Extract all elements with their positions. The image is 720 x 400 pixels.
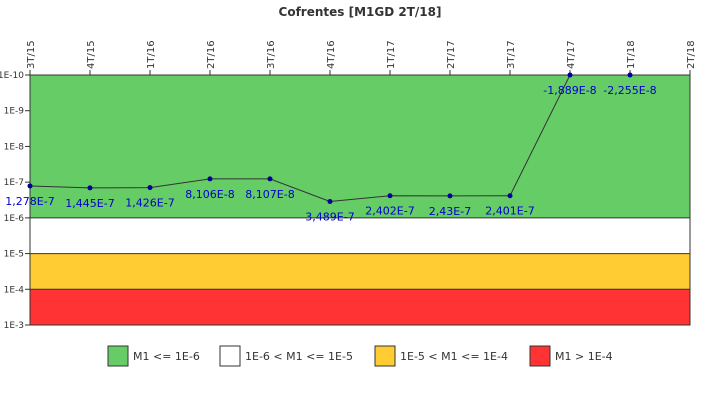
legend-label: M1 > 1E-4 <box>555 350 613 363</box>
data-label: -1,889E-8 <box>543 84 596 97</box>
x-tick-label: 4T/17 <box>566 40 577 69</box>
x-tick-label: 3T/16 <box>266 40 277 69</box>
legend-label: M1 <= 1E-6 <box>133 350 200 363</box>
y-tick-label: 1E-9 <box>4 107 25 117</box>
series <box>27 72 633 205</box>
data-label: 1,278E-7 <box>5 195 54 208</box>
legend-swatch <box>219 345 241 367</box>
data-label: 2,401E-7 <box>485 205 534 218</box>
data-point <box>267 176 273 182</box>
data-point <box>447 193 453 199</box>
legend: M1 <= 1E-6 1E-6 < M1 <= 1E-5 1E-5 < M1 <= … <box>107 345 613 367</box>
x-tick-label: 1T/16 <box>146 40 157 69</box>
data-label: 8,106E-8 <box>185 188 234 201</box>
y-tick-label: 1E-8 <box>4 142 25 152</box>
y-tick-label: 1E-5 <box>4 250 24 260</box>
band-2 <box>30 253 690 290</box>
data-label: 3,489E-7 <box>305 211 354 224</box>
legend-label: 1E-5 < M1 <= 1E-4 <box>400 350 508 363</box>
data-point <box>627 72 633 78</box>
x-tick-label: 4T/16 <box>326 40 337 69</box>
y-axis: 1E-10 1E-9 1E-8 1E-7 1E-6 1E-5 1E-4 1E-3 <box>0 71 30 331</box>
x-tick-label: 2T/18 <box>686 40 697 69</box>
data-point <box>27 183 33 189</box>
legend-swatch <box>107 345 129 367</box>
y-tick-label: 1E-4 <box>4 285 25 295</box>
x-tick-label: 3T/15 <box>26 40 37 69</box>
band-1 <box>30 217 690 254</box>
data-labels: 1,278E-7 1,445E-7 1,426E-7 8,106E-8 8,107E-8… <box>5 84 656 224</box>
chart-title: Cofrentes [M1GD 2T/18] <box>279 5 442 19</box>
y-tick-label: 1E-3 <box>4 321 24 331</box>
band-3 <box>30 289 690 325</box>
y-tick-label: 1E-6 <box>4 214 25 224</box>
data-label: 8,107E-8 <box>245 188 294 201</box>
data-label: -2,255E-8 <box>603 84 656 97</box>
legend-swatch <box>529 345 551 367</box>
data-label: 1,426E-7 <box>125 197 174 210</box>
x-tick-label: 2T/16 <box>206 40 217 69</box>
y-tick-label: 1E-7 <box>4 178 24 188</box>
data-point <box>147 185 153 191</box>
y-tick-label: 1E-10 <box>0 71 24 81</box>
band-0 <box>30 75 690 218</box>
data-label: 2,402E-7 <box>365 205 414 218</box>
data-point <box>207 176 213 182</box>
data-label: 1,445E-7 <box>65 197 114 210</box>
data-point <box>387 193 393 199</box>
x-tick-label: 1T/18 <box>626 40 637 69</box>
legend-swatch <box>374 345 396 367</box>
x-tick-label: 4T/15 <box>86 40 97 69</box>
data-label: 2,43E-7 <box>429 205 471 218</box>
x-tick-label: 2T/17 <box>446 40 457 69</box>
x-tick-label: 3T/17 <box>506 40 517 69</box>
legend-label: 1E-6 < M1 <= 1E-5 <box>245 350 353 363</box>
data-point <box>567 72 573 78</box>
data-point <box>87 185 93 191</box>
threshold-bands <box>29 74 691 326</box>
x-tick-label: 1T/17 <box>386 40 397 69</box>
x-axis: 3T/15 4T/15 1T/16 2T/16 3T/16 4T/16 1T/17 2T/17… <box>26 40 697 75</box>
plot-frame <box>29 74 691 326</box>
data-point <box>327 199 333 205</box>
data-point <box>507 193 513 199</box>
